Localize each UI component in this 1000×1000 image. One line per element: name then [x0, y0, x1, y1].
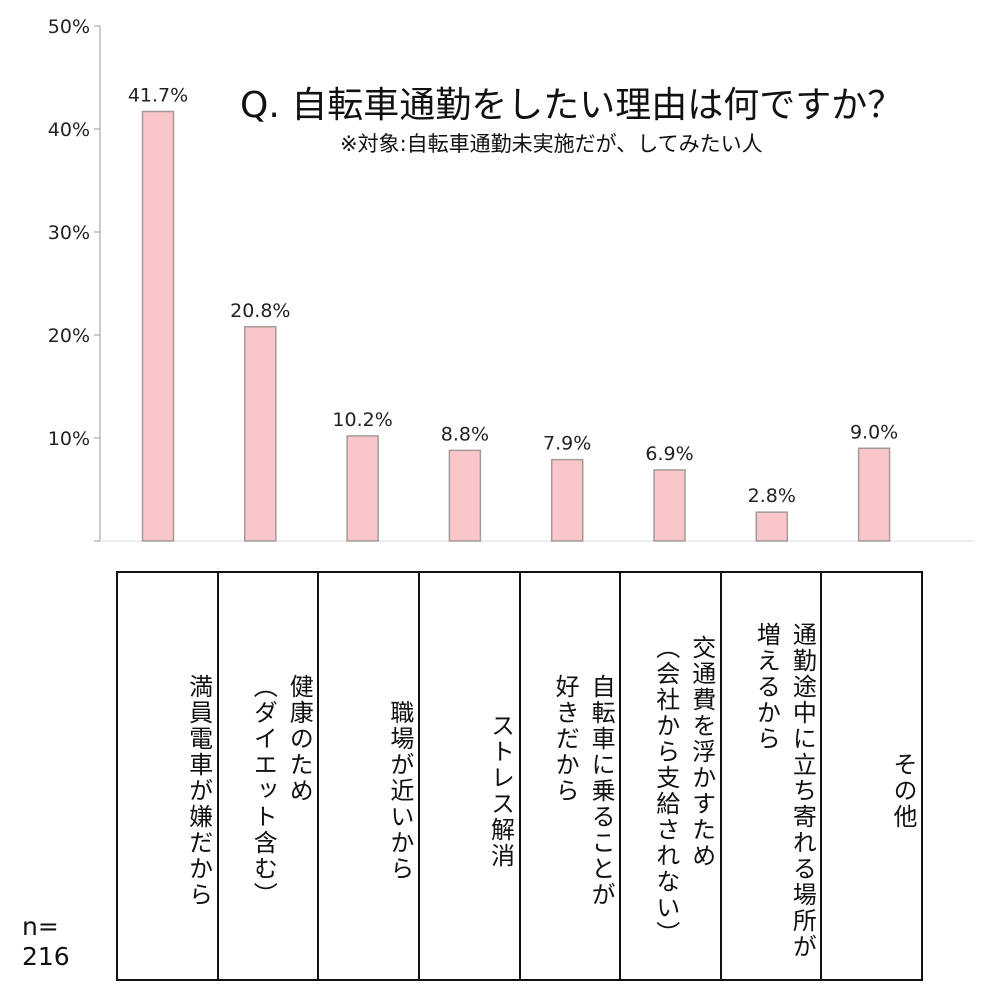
data-label: 8.8% — [441, 423, 489, 445]
chart-subtitle: ※対象:自転車通勤未実施だが、してみたい人 — [340, 132, 763, 156]
category-label: その他 — [889, 752, 917, 830]
y-tick-label: 40% — [48, 119, 90, 141]
bars — [141, 110, 891, 542]
bar — [346, 435, 379, 542]
bar — [141, 110, 175, 542]
y-tick-label: 10% — [48, 428, 90, 450]
y-tick-label: 20% — [48, 325, 90, 347]
data-label: 2.8% — [748, 485, 796, 507]
y-tick-label: 50% — [48, 16, 90, 38]
bar — [653, 469, 686, 542]
value-labels: 41.7% 20.8% 10.2% 8.8% 7.9% 6.9% 2.8% 9.0% — [128, 84, 898, 507]
category-label: 職場が近いから — [319, 573, 420, 979]
category-label: ストレス解消 — [420, 573, 521, 979]
data-label: 41.7% — [128, 84, 188, 106]
bar — [550, 458, 584, 542]
category-label: 満員電車が嫌だから — [118, 573, 219, 979]
data-label: 9.0% — [850, 421, 898, 443]
bar — [755, 511, 789, 542]
chart-title: Q. 自転車通勤をしたい理由は何ですか？ — [240, 85, 904, 126]
category-label: 自転車に乗ることが 好きだから — [521, 573, 622, 979]
category-label: 交通費を浮かすため （会社から支給されない） — [621, 573, 722, 979]
category-label: 通勤途中に立ち寄れる場所が 増えるから — [722, 573, 823, 979]
data-label: 7.9% — [543, 433, 591, 455]
data-label: 10.2% — [332, 409, 392, 431]
bar — [857, 447, 891, 542]
sample-size-label: n= 216 — [22, 912, 70, 971]
data-label: 20.8% — [230, 300, 290, 322]
data-label: 6.9% — [645, 443, 693, 465]
y-tick-label: 30% — [48, 222, 90, 244]
category-label: 健康のため （ダイエット含む） — [219, 573, 320, 979]
category-table: 満員電車が嫌だから 健康のため （ダイエット含む） 職場が近いから ストレス解消… — [116, 571, 923, 981]
bar — [448, 449, 482, 542]
bar — [244, 326, 277, 542]
